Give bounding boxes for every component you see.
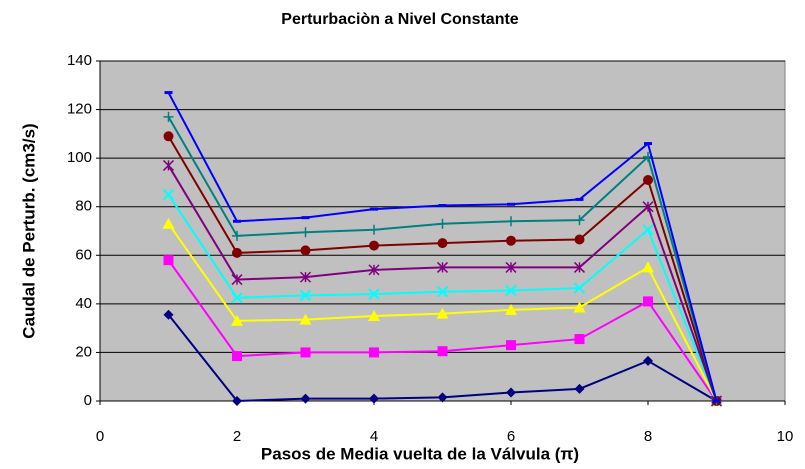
marker xyxy=(232,247,242,258)
marker xyxy=(162,217,175,229)
marker xyxy=(438,204,447,207)
marker xyxy=(575,197,584,201)
marker xyxy=(436,307,449,319)
x-tick-label: 0 xyxy=(96,428,104,445)
marker xyxy=(505,261,517,273)
marker xyxy=(231,314,243,326)
marker xyxy=(643,296,653,307)
y-tick-label: 80 xyxy=(75,198,92,215)
marker xyxy=(163,255,174,266)
marker xyxy=(642,201,654,213)
marker xyxy=(162,188,175,201)
marker xyxy=(437,218,448,229)
marker xyxy=(369,224,379,235)
marker xyxy=(301,216,310,220)
marker xyxy=(163,309,174,320)
marker xyxy=(300,347,311,358)
x-axis-label: Pasos de Media vuelta de la Válvula (π) xyxy=(261,444,579,463)
marker xyxy=(574,215,585,226)
marker xyxy=(437,238,448,249)
y-tick-label: 100 xyxy=(67,149,92,166)
y-tick-label: 40 xyxy=(75,295,92,312)
x-tick-label: 8 xyxy=(644,428,652,445)
marker xyxy=(573,301,586,313)
marker xyxy=(300,393,311,404)
marker xyxy=(368,264,380,276)
marker xyxy=(506,340,516,351)
marker xyxy=(231,274,243,286)
marker xyxy=(299,289,312,302)
x-tick-label: 6 xyxy=(507,428,515,445)
marker xyxy=(370,207,378,211)
marker xyxy=(642,224,654,236)
marker xyxy=(369,240,379,251)
marker xyxy=(300,245,311,256)
marker xyxy=(436,261,449,273)
marker xyxy=(573,261,586,273)
marker xyxy=(574,383,585,394)
marker xyxy=(233,219,241,223)
marker xyxy=(643,355,653,366)
marker xyxy=(712,399,721,403)
y-tick-label: 120 xyxy=(67,101,92,118)
x-tick-label: 4 xyxy=(370,428,378,445)
marker xyxy=(163,131,174,142)
marker xyxy=(505,284,517,297)
marker xyxy=(232,230,242,241)
marker xyxy=(163,111,174,122)
marker xyxy=(573,282,586,294)
marker xyxy=(369,347,379,358)
y-tick-label: 60 xyxy=(75,246,92,263)
marker xyxy=(506,235,516,246)
marker xyxy=(299,271,312,283)
x-tick-label: 2 xyxy=(233,428,241,445)
marker xyxy=(368,310,380,321)
marker xyxy=(437,346,448,357)
marker xyxy=(164,91,173,95)
marker xyxy=(368,288,380,300)
marker xyxy=(506,216,516,227)
marker xyxy=(299,313,312,325)
marker xyxy=(232,396,242,406)
marker xyxy=(437,392,448,403)
marker xyxy=(506,387,516,398)
marker xyxy=(505,303,517,315)
y-tick-label: 0 xyxy=(84,392,92,409)
marker xyxy=(574,334,585,345)
marker xyxy=(300,227,311,238)
marker xyxy=(232,351,242,362)
chart-title: Perturbaciòn a Nivel Constante xyxy=(281,11,518,28)
x-tick-label: 10 xyxy=(777,428,794,445)
marker xyxy=(507,202,515,206)
marker xyxy=(643,175,653,185)
marker xyxy=(574,234,585,245)
y-tick-label: 140 xyxy=(67,52,92,69)
marker xyxy=(436,286,449,298)
marker xyxy=(162,159,175,171)
marker xyxy=(644,142,652,146)
marker xyxy=(642,261,654,273)
marker xyxy=(231,292,243,304)
y-tick-label: 20 xyxy=(75,343,92,360)
y-axis-label: Caudal de Perturb. (cm3/s) xyxy=(19,123,38,338)
marker xyxy=(369,393,379,404)
